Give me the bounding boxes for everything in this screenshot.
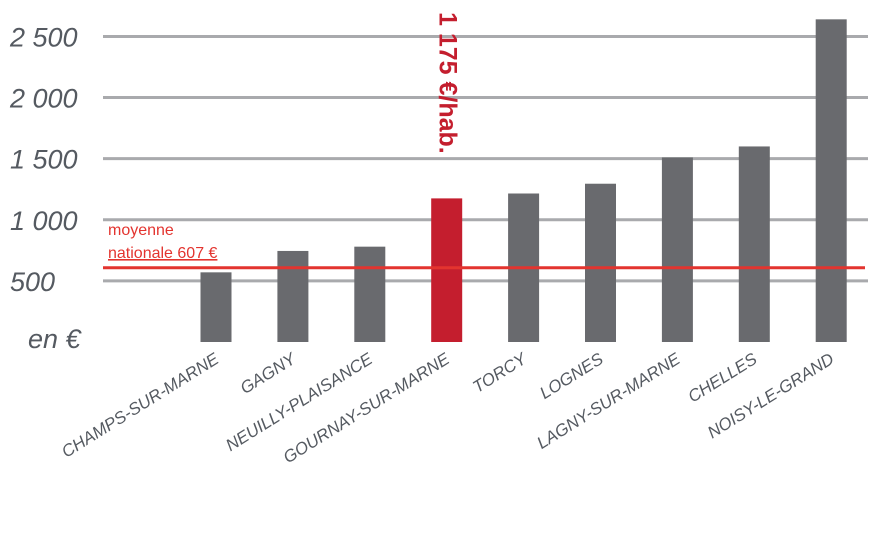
- bars: [200, 19, 847, 342]
- bar-noisy-le-grand: [815, 19, 847, 342]
- x-tick-label: GAGNY: [237, 348, 301, 398]
- y-tick-label: 1 500: [10, 145, 78, 175]
- y-axis-ticks: 500 1 000 1 500 2 000 2 500: [9, 22, 78, 296]
- bar-lognes: [585, 183, 616, 342]
- bar-chelles: [738, 146, 770, 342]
- national-average-label-line1: moyenne: [108, 222, 174, 239]
- y-tick-label: 2 000: [9, 84, 78, 114]
- x-tick-label: NOISY-LE-GRAND: [704, 349, 837, 442]
- bar-neuilly-plaisance: [354, 246, 386, 342]
- bar-champs-sur-marne: [200, 272, 232, 342]
- x-axis-ticks: CHAMPS-SUR-MARNE GAGNYNEUILLY-PLAISANCEGO…: [58, 348, 837, 467]
- highlight-value-callout: 1 175 €/hab.: [434, 12, 462, 154]
- y-axis-unit-label: en €: [28, 324, 83, 354]
- bar-lagny-sur-marne: [661, 157, 693, 342]
- x-tick-label: LOGNES: [536, 349, 607, 403]
- y-tick-label: 2 500: [9, 22, 78, 52]
- x-tick-label: LAGNY-SUR-MARNE: [534, 349, 685, 453]
- bar-gagny: [277, 250, 309, 342]
- y-tick-label: 1 000: [10, 206, 78, 236]
- national-average-label-line2: nationale 607 €: [108, 245, 218, 262]
- reference-line-group: moyenne nationale 607 €: [103, 222, 865, 270]
- bar-gournay-sur-marne: [431, 198, 463, 342]
- x-tick-label: CHAMPS-SUR-MARNE: [58, 349, 222, 462]
- x-tick-label: TORCY: [469, 348, 531, 396]
- y-tick-label: 500: [10, 267, 55, 297]
